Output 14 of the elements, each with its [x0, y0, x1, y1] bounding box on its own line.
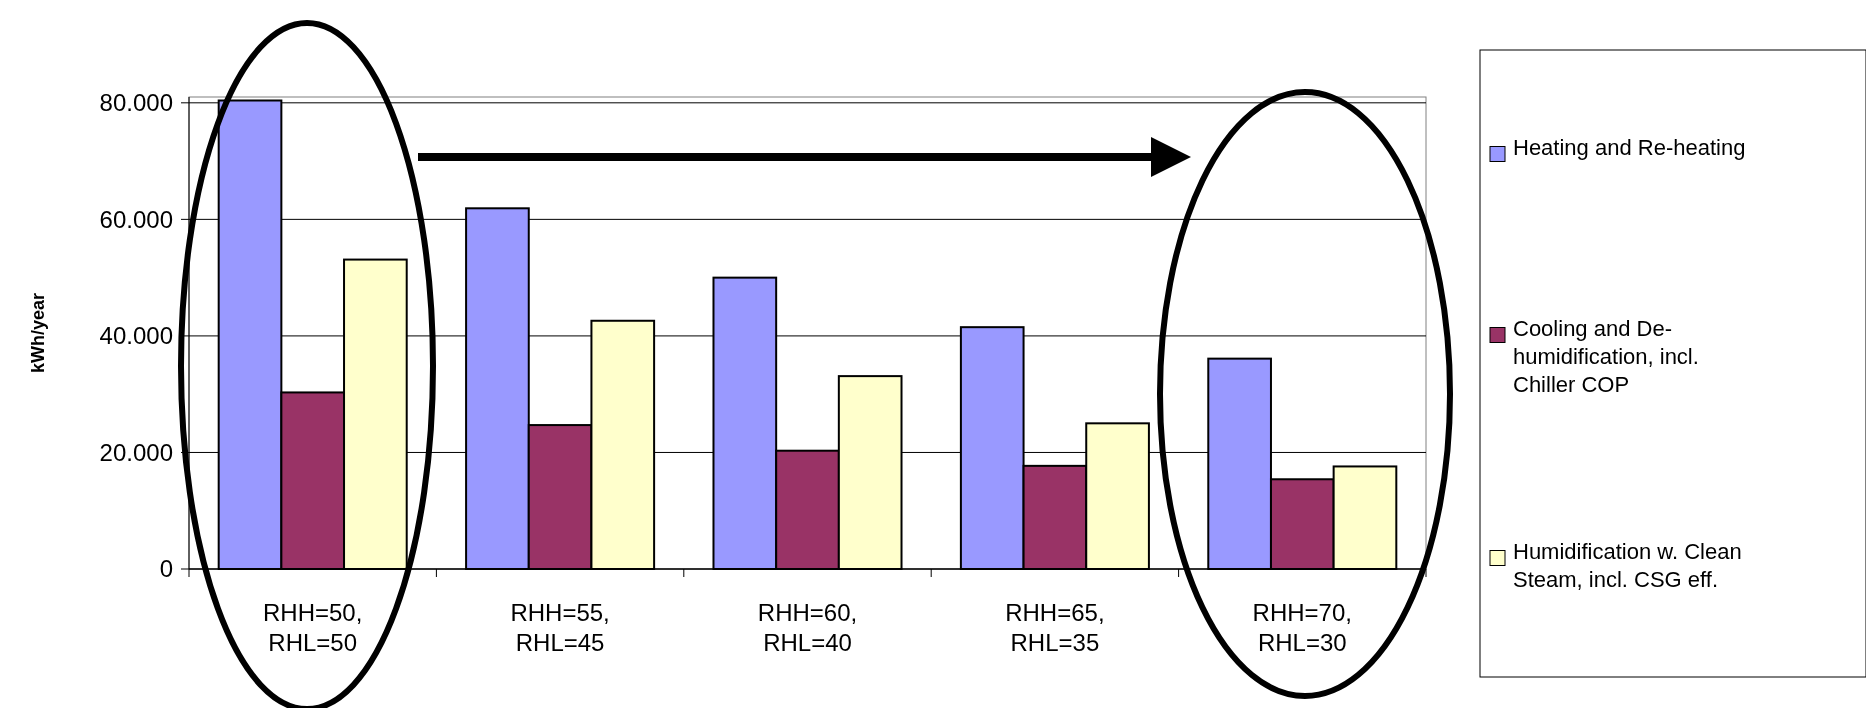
y-tick-label: 20.000	[99, 438, 173, 466]
x-tick-label: RHH=65, RHL=35	[1005, 599, 1105, 656]
x-tick-label: RHH=60, RHL=40	[757, 599, 858, 656]
x-tick-label: RHH=70, RHL=30	[1252, 599, 1352, 656]
y-tick-label: 60.000	[99, 205, 173, 233]
legend-label: Humidification w. Clean Steam, incl. CSG eff.	[1513, 538, 1742, 592]
y-tick-label: 0	[159, 555, 173, 583]
y-tick-label: 40.000	[99, 322, 173, 350]
x-tick-label: RHH=55, RHL=45	[510, 599, 610, 656]
y-axis-title: kWh/year	[28, 292, 48, 374]
y-tick-label: 80.000	[99, 89, 173, 117]
x-tick-label: RHH=50, RHL=50	[263, 599, 363, 656]
legend-label: Cooling and De-humidification, incl. Chiller COP	[1513, 315, 1699, 397]
legend-label: Heating and Re-heating	[1513, 134, 1746, 160]
